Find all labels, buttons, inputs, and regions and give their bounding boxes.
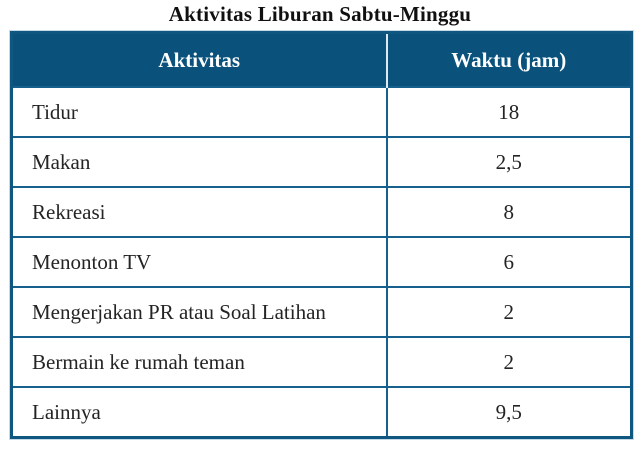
activity-cell: Bermain ke rumah teman — [11, 336, 387, 387]
time-cell: 6 — [385, 236, 632, 287]
activity-cell: Lainnya — [11, 386, 387, 438]
table-row: Mengerjakan PR atau Soal Latihan 2 — [11, 286, 632, 337]
header-row: Aktivitas Waktu (jam) — [11, 32, 632, 87]
time-cell: 2,5 — [385, 136, 632, 187]
activity-cell: Mengerjakan PR atau Soal Latihan — [11, 286, 387, 337]
table-row: Menonton TV 6 — [11, 236, 632, 287]
time-cell: 9,5 — [385, 386, 632, 438]
activity-cell: Tidur — [11, 86, 387, 137]
time-cell: 18 — [385, 86, 632, 137]
table-row: Makan 2,5 — [11, 136, 632, 187]
header-cell-time: Waktu (jam) — [385, 32, 632, 87]
activity-cell: Menonton TV — [11, 236, 387, 287]
table-row: Tidur 18 — [11, 86, 632, 137]
table-row: Bermain ke rumah teman 2 — [11, 336, 632, 387]
table-header: Aktivitas Waktu (jam) — [11, 32, 632, 87]
activity-table: Aktivitas Waktu (jam) Tidur 18 Makan 2,5… — [10, 31, 633, 439]
page-title: Aktivitas Liburan Sabtu-Minggu — [168, 2, 472, 26]
time-cell: 2 — [385, 286, 632, 337]
activity-cell: Rekreasi — [11, 186, 387, 237]
table-body: Tidur 18 Makan 2,5 Rekreasi 8 Menonton T… — [11, 86, 632, 438]
activity-cell: Makan — [11, 136, 387, 187]
header-cell-activity: Aktivitas — [11, 32, 387, 87]
time-cell: 8 — [385, 186, 632, 237]
table-row: Rekreasi 8 — [11, 186, 632, 237]
time-cell: 2 — [385, 336, 632, 387]
table-row: Lainnya 9,5 — [11, 386, 632, 438]
